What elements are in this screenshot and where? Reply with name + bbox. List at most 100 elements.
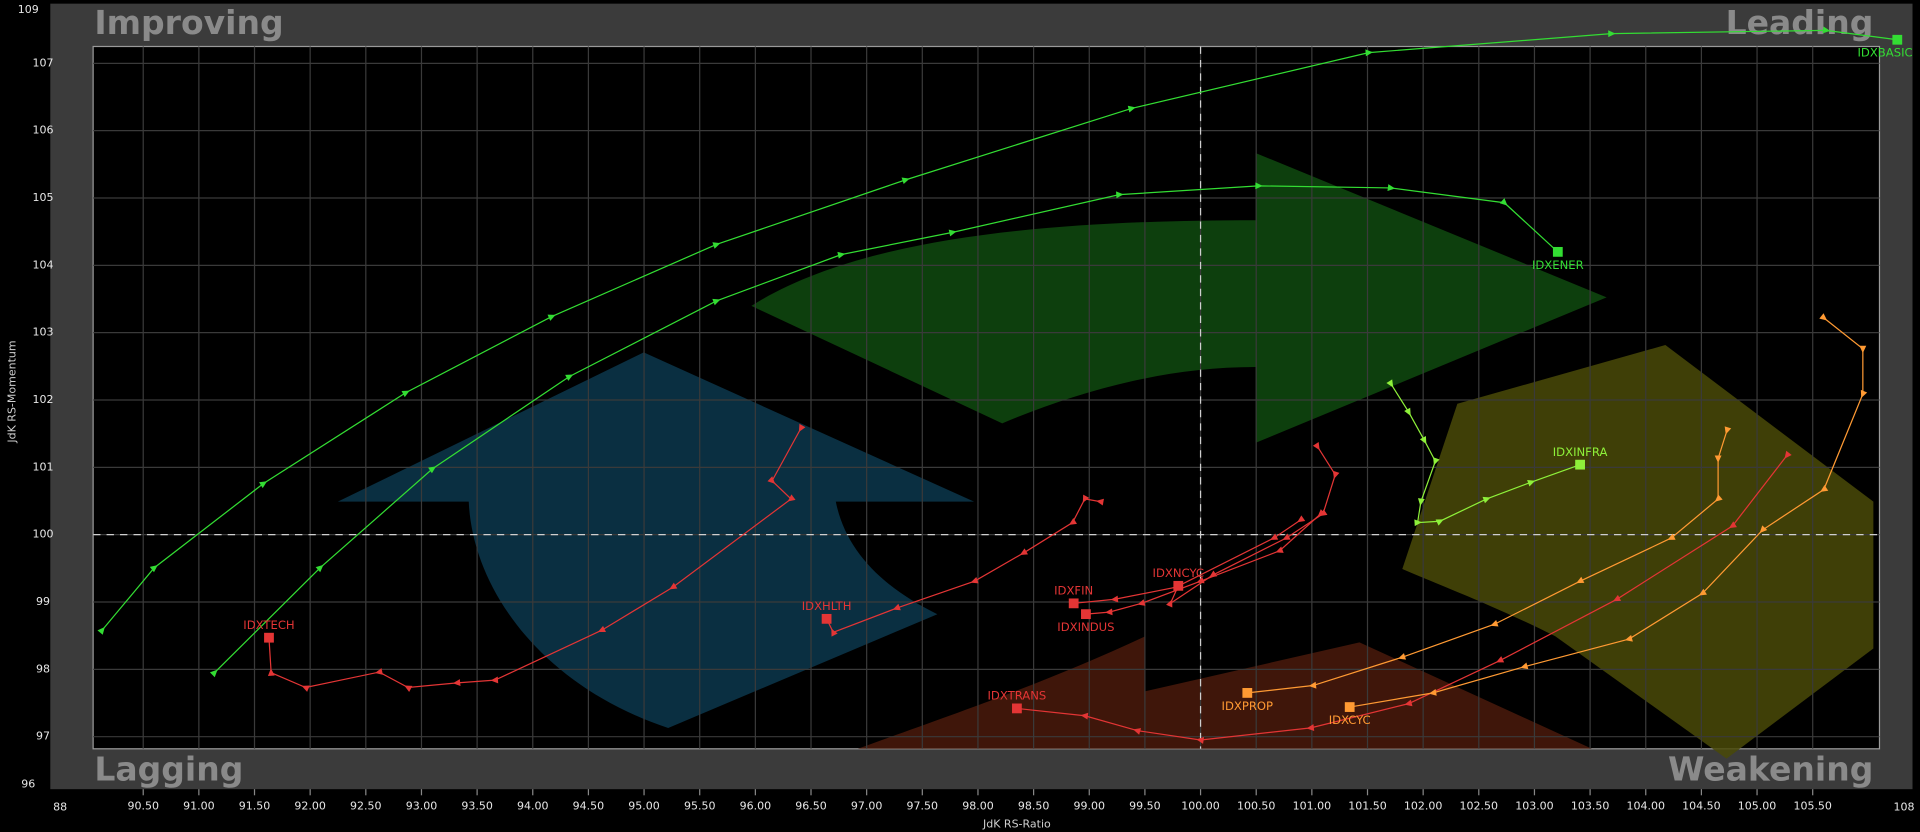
- trail-point: [1365, 49, 1373, 57]
- trail-point: [1612, 594, 1622, 602]
- x-tick-label: 91.00: [183, 799, 215, 812]
- series-label: IDXCYC: [1329, 713, 1371, 727]
- trail-point: [1414, 519, 1422, 527]
- quadrant-label: Leading: [1726, 3, 1874, 42]
- trail-line: [214, 185, 1559, 674]
- series-label: IDXNCYC: [1153, 566, 1204, 580]
- trail-point: [1105, 608, 1113, 616]
- x-tick-label: 95.50: [684, 799, 716, 812]
- y-tick-label: 104: [32, 258, 53, 271]
- trail-point: [1435, 519, 1444, 526]
- y-tick-label: 103: [32, 326, 53, 339]
- trail-point: [948, 229, 957, 237]
- y-edge-label: 96: [21, 777, 35, 790]
- x-tick-label: 104.50: [1682, 799, 1721, 812]
- trail-point: [1820, 484, 1829, 492]
- trail-point: [1608, 30, 1616, 38]
- x-tick-label: 103.50: [1571, 799, 1610, 812]
- y-tick-label: 102: [32, 393, 53, 406]
- x-edge-label: 108: [1893, 801, 1914, 814]
- x-tick-label: 103.00: [1515, 799, 1554, 812]
- trail-point: [1116, 191, 1124, 199]
- series-label: IDXTECH: [243, 618, 294, 632]
- trail-point: [1576, 576, 1585, 584]
- arrow-improving: [337, 352, 975, 728]
- trail-point: [209, 669, 218, 678]
- x-tick-label: 92.00: [294, 799, 326, 812]
- trail-point: [767, 476, 776, 484]
- grid: [93, 46, 1880, 749]
- trail-point: [1819, 313, 1828, 321]
- x-axis-title: JdK RS-Ratio: [982, 818, 1051, 831]
- trail-point: [1404, 407, 1411, 416]
- x-tick-label: 96.00: [740, 799, 771, 812]
- trail-point: [1127, 105, 1136, 113]
- x-tick-label: 94.50: [573, 799, 604, 812]
- trail-point: [831, 628, 838, 637]
- x-tick-label: 99.00: [1074, 799, 1106, 812]
- x-tick-label: 97.00: [851, 799, 883, 812]
- x-tick-label: 91.50: [239, 799, 271, 812]
- series: IDXBASIC: [97, 26, 1913, 635]
- x-tick-label: 92.50: [350, 799, 382, 812]
- trail-line: [101, 29, 1898, 631]
- trail-point: [1527, 479, 1536, 487]
- x-tick-label: 98.50: [1018, 799, 1049, 812]
- trail-line: [1390, 383, 1581, 524]
- series: IDXPROP: [1222, 426, 1732, 713]
- series-label: IDXENER: [1532, 258, 1584, 272]
- trail-point: [1297, 515, 1306, 523]
- trail-point: [1282, 533, 1291, 540]
- trail-point: [1759, 525, 1768, 534]
- x-tick-label: 105.50: [1793, 799, 1832, 812]
- trail-point: [1624, 634, 1633, 642]
- trail-point: [1387, 184, 1396, 191]
- trail-point: [149, 565, 158, 573]
- trail-head: [1344, 702, 1355, 712]
- y-tick-label: 107: [32, 56, 53, 69]
- x-edge-label: 88: [53, 801, 67, 814]
- quadrant-label: Lagging: [94, 749, 243, 788]
- trail-point: [1714, 455, 1722, 463]
- trail-point: [712, 242, 721, 249]
- trail-point: [837, 251, 846, 259]
- trail-point: [1068, 518, 1077, 525]
- trail-point: [452, 679, 461, 686]
- x-tick-label: 96.50: [795, 799, 826, 812]
- quadrant-label: Improving: [94, 3, 283, 42]
- series: IDXHLTH: [802, 494, 1104, 637]
- trail-head: [1242, 688, 1253, 698]
- trail-line: [268, 427, 802, 689]
- trail-point: [798, 423, 806, 432]
- trail-point: [267, 668, 275, 676]
- x-tick-label: 101.00: [1293, 799, 1332, 812]
- x-tick-label: 102.00: [1404, 799, 1442, 812]
- trail-point: [404, 685, 413, 692]
- trail-point: [1520, 662, 1529, 670]
- trail-point: [547, 314, 556, 321]
- trail-point: [1714, 494, 1723, 502]
- series: IDXTRANS: [988, 450, 1792, 744]
- trail-point: [1082, 494, 1090, 503]
- series-label: IDXINFRA: [1553, 445, 1608, 459]
- trail-head: [264, 632, 274, 643]
- trail-point: [1137, 599, 1146, 606]
- series-label: IDXBASIC: [1857, 46, 1912, 60]
- trail-point: [1490, 619, 1499, 627]
- x-tick-label: 105.00: [1738, 799, 1777, 812]
- arrow-leading: [751, 152, 1607, 443]
- y-tick-label: 101: [32, 460, 53, 473]
- trail-point: [1724, 426, 1732, 435]
- trail-head: [1575, 459, 1585, 470]
- trail-point: [1784, 450, 1792, 459]
- series: IDXINFRA: [1386, 379, 1608, 527]
- series-label: IDXPROP: [1222, 699, 1274, 713]
- trail-head: [1081, 609, 1091, 620]
- trail-point: [428, 466, 437, 474]
- trail-point: [1166, 599, 1173, 608]
- series: IDXCYC: [1329, 313, 1868, 727]
- trail-point: [669, 582, 678, 590]
- trail-point: [787, 494, 796, 502]
